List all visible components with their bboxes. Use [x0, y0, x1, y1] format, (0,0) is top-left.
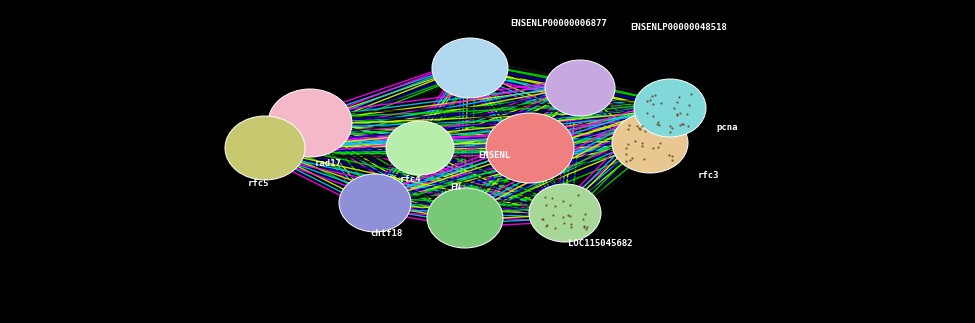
Text: rad17: rad17 [315, 159, 342, 168]
Text: ENSENLP00000006877: ENSENLP00000006877 [510, 18, 606, 27]
Text: pcna: pcna [716, 123, 737, 132]
Text: ENSENL: ENSENL [478, 151, 510, 161]
Text: EN: EN [450, 183, 461, 193]
Ellipse shape [486, 113, 574, 183]
Ellipse shape [268, 89, 352, 157]
Text: chtf18: chtf18 [370, 228, 403, 237]
Text: rfc5: rfc5 [248, 179, 269, 187]
Text: rfc4: rfc4 [400, 175, 421, 184]
Ellipse shape [225, 116, 305, 180]
Ellipse shape [386, 121, 454, 175]
Text: rfc3: rfc3 [698, 171, 720, 180]
Ellipse shape [427, 188, 503, 248]
Text: LOC115045682: LOC115045682 [568, 238, 633, 247]
Text: ENSENLP00000048518: ENSENLP00000048518 [630, 24, 726, 33]
Ellipse shape [339, 174, 411, 232]
Ellipse shape [529, 184, 601, 242]
Ellipse shape [612, 113, 688, 173]
Ellipse shape [432, 38, 508, 98]
Ellipse shape [545, 60, 615, 116]
Ellipse shape [634, 79, 706, 137]
